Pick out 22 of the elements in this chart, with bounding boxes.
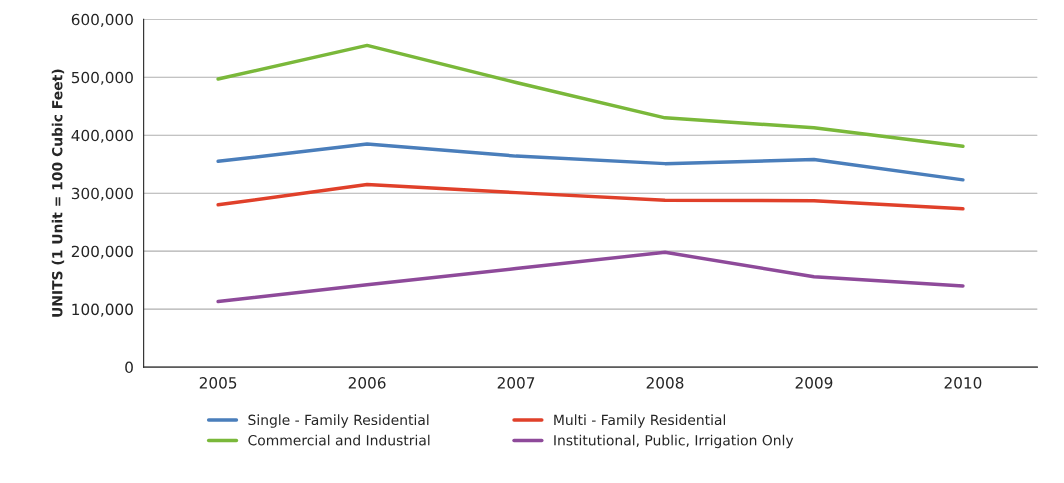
y-tick-label: 600,000 <box>71 13 133 27</box>
line-series <box>216 250 965 304</box>
y-tick-label: 500,000 <box>71 71 133 85</box>
legend-label: Single - Family Residential <box>248 414 429 428</box>
y-tick-label: 300,000 <box>71 187 133 201</box>
legend-label: Institutional, Public, Irrigation Only <box>554 434 794 449</box>
line-series <box>216 43 965 148</box>
y-tick-label: 200,000 <box>71 245 133 259</box>
y-tick-label: 0 <box>125 361 133 374</box>
x-tick-label: 2010 <box>944 377 982 389</box>
x-tick-label: 2007 <box>497 377 535 389</box>
y-tick-label: 400,000 <box>71 129 133 143</box>
x-tick-label: 2005 <box>199 377 237 389</box>
y-tick-label: 100,000 <box>72 303 133 317</box>
y-axis-title: UNITS (1 Unit = 100 Cubic Feet) <box>51 69 65 317</box>
line-series <box>216 142 965 182</box>
x-tick-label: 2006 <box>348 377 386 389</box>
x-tick-label: 2009 <box>795 377 833 389</box>
legend-label: Multi - Family Residential <box>554 414 726 428</box>
line-series <box>216 182 965 211</box>
legend-label: Commercial and Industrial <box>248 434 430 446</box>
x-tick-label: 2008 <box>646 377 684 389</box>
